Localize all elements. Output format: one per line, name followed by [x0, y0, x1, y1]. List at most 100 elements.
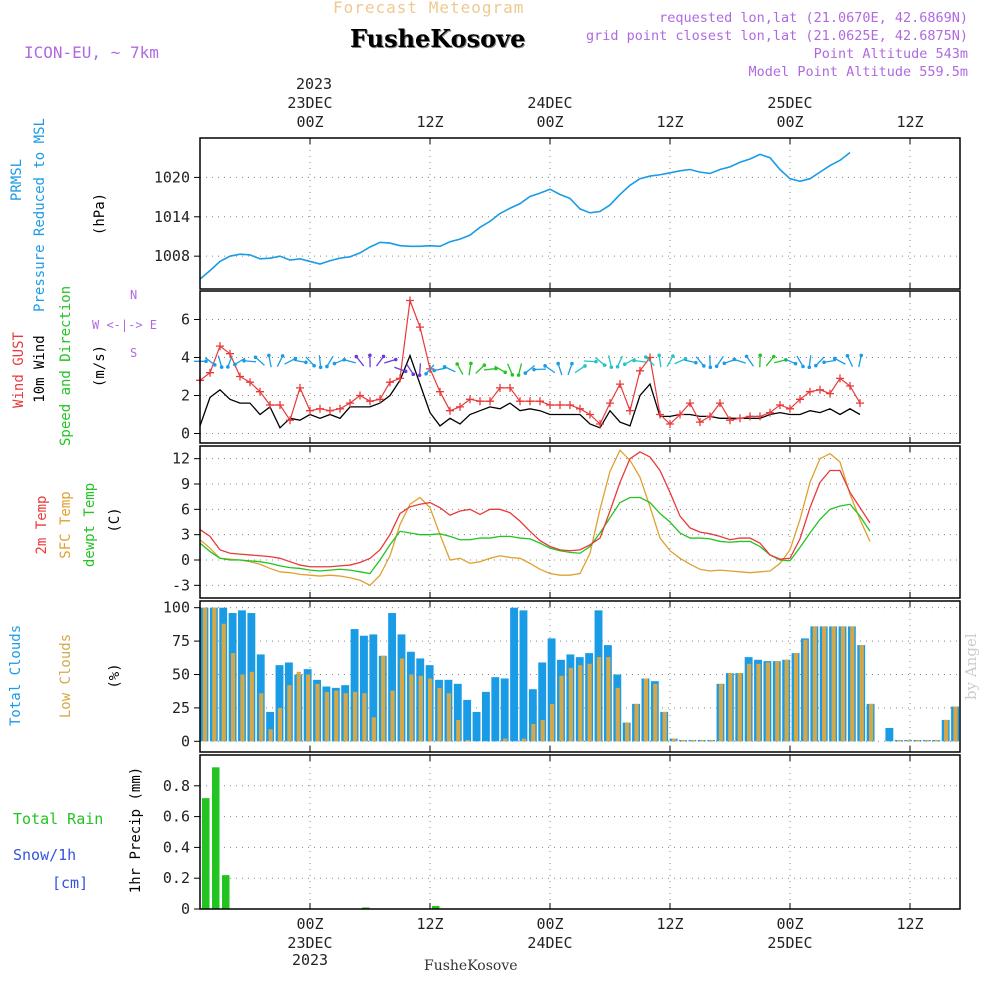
y-tick-label: 25	[172, 699, 190, 717]
gust-marker	[566, 401, 574, 409]
low-cloud-bar	[653, 683, 658, 742]
low-cloud-bar	[831, 626, 836, 742]
wind-arrow-head	[793, 361, 798, 366]
wind-direction-arrow	[746, 356, 754, 367]
gust-marker	[596, 420, 604, 428]
wind-direction-arrow	[433, 367, 447, 372]
meteogram-title: Forecast Meteogram	[333, 0, 525, 17]
low-cloud-bar	[559, 675, 564, 742]
low-cloud-bar	[596, 657, 602, 742]
wind-direction-arrow	[774, 359, 786, 364]
top-hour-label: 12Z	[656, 113, 684, 131]
wind-direction-arrow	[243, 360, 257, 363]
gust-marker	[586, 410, 594, 419]
top-hour-label: 00Z	[296, 113, 324, 131]
panel-frame	[199, 445, 961, 599]
gust-marker	[296, 383, 304, 392]
low-cloud-bar	[315, 683, 320, 742]
low-cloud-bar	[277, 707, 283, 742]
compass-we: W <-|-> E	[92, 318, 158, 332]
y-tick-label: 9	[181, 475, 190, 493]
low-cloud-bar	[540, 719, 545, 742]
low-cloud-bar	[343, 693, 348, 742]
gust-marker	[546, 401, 554, 409]
gust-marker	[376, 395, 384, 404]
gust-marker	[326, 406, 334, 415]
wind-direction-arrow	[344, 359, 356, 364]
wind-direction-arrow	[616, 355, 624, 368]
wind-arrow-head	[503, 370, 507, 375]
wind-direction-arrow	[456, 363, 464, 375]
gust-marker	[856, 399, 864, 408]
gust-marker	[616, 380, 624, 389]
gust-marker	[416, 323, 424, 332]
wind-arrow-head	[424, 372, 428, 376]
low-cloud-bar	[934, 739, 939, 742]
bottom-hour-label: 00Z	[296, 915, 324, 933]
total-cloud-bar	[463, 699, 472, 742]
low-cloud-bar	[418, 675, 423, 742]
low-cloud-bar	[606, 657, 611, 742]
wind-direction-arrow	[326, 355, 334, 367]
wind-direction-arrow	[574, 365, 586, 374]
wind-arrow-head	[516, 373, 521, 377]
low-cloud-bar	[756, 663, 761, 742]
low-cloud-bar	[643, 678, 649, 742]
rain-bar	[222, 875, 230, 909]
low-cloud-bar	[681, 739, 686, 742]
low-cloud-bar	[906, 739, 911, 742]
top-hour-label: 00Z	[776, 113, 804, 131]
gust-marker	[476, 397, 484, 406]
sfc-line	[199, 449, 871, 587]
top-date-label: 25DEC	[767, 94, 813, 112]
wind-direction-arrow	[808, 355, 812, 368]
wind-direction-arrow	[666, 355, 674, 367]
gust-marker	[516, 397, 524, 406]
gust-marker	[726, 416, 734, 425]
y-tick-label: 0.6	[163, 808, 190, 826]
low-cloud-bar	[568, 667, 573, 742]
gust-marker	[556, 401, 564, 409]
bottom-year-label: 2023	[291, 951, 329, 969]
gust-marker	[816, 385, 824, 394]
wind-arrow-head	[304, 360, 308, 365]
wind-direction-arrow	[204, 357, 216, 366]
low-cloud-bar	[249, 671, 254, 742]
wind-arrow-head	[267, 353, 271, 358]
wind-arrow-head	[671, 354, 675, 358]
gust-marker	[626, 406, 634, 415]
wind-direction-arrow	[355, 356, 365, 367]
low-cloud-bar	[230, 653, 236, 742]
location-title: FusheKosove	[350, 24, 526, 53]
total-cloud-bar	[519, 610, 528, 742]
y-tick-label: 2	[181, 387, 190, 405]
wind-direction-arrow	[375, 356, 385, 367]
wind-direction-arrow	[284, 357, 296, 365]
wind-direction-arrow	[507, 363, 513, 376]
bottom-date-label: 23DEC	[287, 934, 333, 952]
gust-marker	[276, 401, 284, 409]
top-hour-label: 12Z	[896, 113, 924, 131]
pressure-line	[199, 151, 851, 280]
total-cloud-bar	[547, 638, 556, 742]
wind-direction-arrow	[255, 356, 265, 366]
wind-direction-arrow	[716, 355, 724, 367]
low-cloud-bar	[897, 739, 902, 742]
low-cloud-bar	[549, 703, 555, 742]
wind-arrow-head	[393, 357, 398, 362]
rain-bar	[202, 798, 210, 909]
gust-marker	[336, 404, 344, 413]
total-cloud-bar	[350, 629, 359, 742]
compass-n: N	[130, 288, 138, 302]
low-cloud-bar	[362, 693, 367, 742]
gust-marker	[496, 383, 504, 392]
gust-marker	[226, 349, 234, 358]
low-cloud-bar	[409, 674, 414, 742]
low-cloud-bar	[662, 711, 667, 742]
wind-direction-arrow	[709, 355, 711, 368]
bottom-date-label: 24DEC	[527, 934, 573, 952]
y-tick-label: 1014	[154, 208, 190, 226]
gust-marker	[316, 404, 324, 413]
wind-arrow-head	[242, 358, 246, 363]
gust-marker	[746, 412, 754, 421]
